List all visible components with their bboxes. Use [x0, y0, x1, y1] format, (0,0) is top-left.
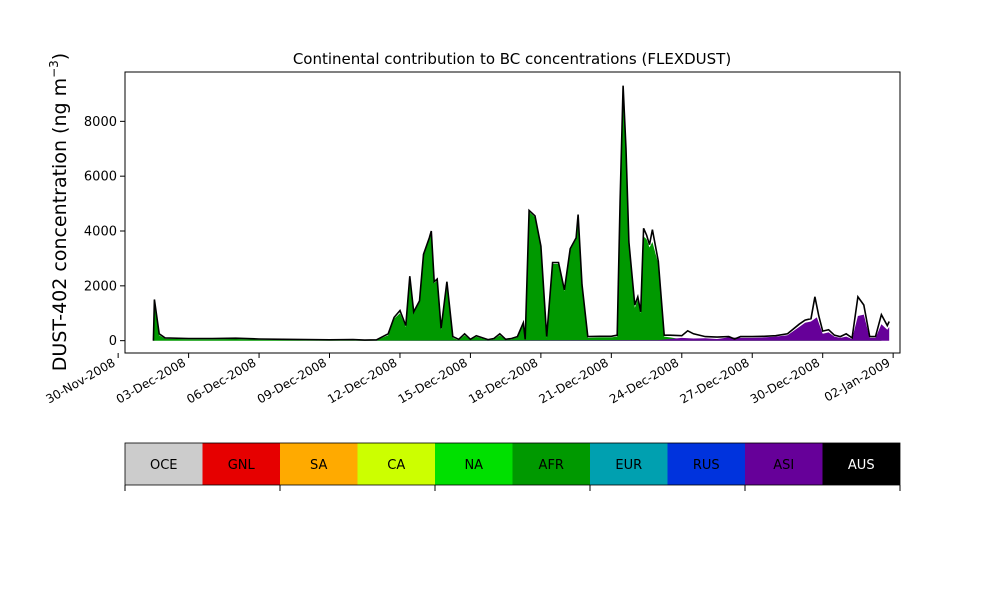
legend-label-aus: AUS: [848, 458, 875, 473]
legend-swatch-gnl: [202, 443, 280, 485]
legend-swatch-sa: [280, 443, 358, 485]
legend-label-oce: OCE: [150, 458, 178, 473]
legend-label-gnl: GNL: [228, 458, 256, 473]
y-tick-label: 4000: [84, 225, 117, 240]
legend-label-na: NA: [464, 458, 483, 473]
legend-swatch-eur: [590, 443, 668, 485]
legend-label-ca: CA: [387, 458, 405, 473]
y-tick-label: 8000: [84, 115, 117, 130]
legend-label-rus: RUS: [693, 458, 720, 473]
area-asi: [153, 314, 890, 341]
y-tick-label: 0: [109, 334, 117, 349]
legend-swatch-oce: [125, 443, 203, 485]
legend-swatch-ca: [357, 443, 435, 485]
plot-frame: [124, 71, 901, 354]
legend-label-asi: ASI: [773, 458, 794, 473]
legend-label-sa: SA: [310, 458, 327, 473]
legend-label-eur: EUR: [615, 458, 642, 473]
plot-area: [124, 71, 901, 354]
y-tick-label: 2000: [84, 279, 117, 294]
y-tick-label: 6000: [84, 170, 117, 185]
legend: OCE GNL SA CA NA AFR EUR RUS ASI AUS: [124, 442, 901, 491]
legend-swatch-rus: [667, 443, 745, 485]
chart-title: Continental contribution to BC concentra…: [293, 50, 731, 68]
legend-swatch-afr: [512, 443, 590, 485]
total-line: [152, 85, 890, 341]
legend-frame: [124, 442, 901, 486]
legend-swatch-na: [435, 443, 513, 485]
legend-label-afr: AFR: [539, 458, 564, 473]
legend-swatch-asi: [745, 443, 823, 485]
y-axis: 0 2000 4000 6000 8000: [84, 115, 125, 349]
y-axis-label: DUST-402 concentration (ng m−3): [47, 53, 71, 371]
legend-swatch-aus: [822, 443, 900, 485]
